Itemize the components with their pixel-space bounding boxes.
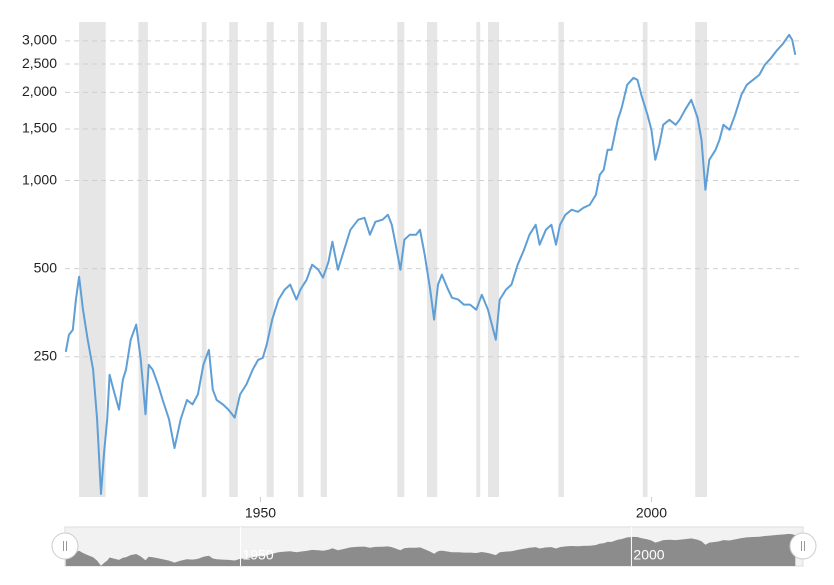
y-tick-label: 250 bbox=[34, 348, 58, 364]
y-tick-label: 1,500 bbox=[22, 120, 57, 136]
recession-band bbox=[427, 22, 438, 497]
navigator: 1950 2000 bbox=[51, 526, 817, 567]
x-tick-label: 1950 bbox=[245, 505, 276, 521]
recession-band bbox=[476, 22, 481, 497]
navigator-label: 2000 bbox=[633, 547, 664, 563]
y-tick-label: 500 bbox=[34, 259, 58, 275]
navigator-area bbox=[65, 533, 796, 566]
x-tick-label: 2000 bbox=[636, 505, 667, 521]
handle-knob[interactable] bbox=[789, 532, 817, 560]
recession-band bbox=[320, 22, 327, 497]
line bbox=[64, 33, 797, 495]
navigator-handle[interactable] bbox=[51, 532, 79, 560]
navigator-handle[interactable] bbox=[789, 532, 817, 560]
recession-band bbox=[298, 22, 304, 497]
grid: 250 500 1,000 1,500 2,000 2,500 3,000 1950 2000 bbox=[22, 32, 800, 521]
y-tick-label: 2,500 bbox=[22, 55, 57, 71]
recession-band bbox=[642, 22, 648, 497]
recession-band bbox=[266, 22, 274, 497]
recession-band bbox=[79, 22, 106, 497]
navigator-label: 1950 bbox=[242, 547, 273, 563]
recession-band bbox=[201, 22, 207, 497]
y-tick-label: 1,000 bbox=[22, 171, 57, 187]
handle-knob[interactable] bbox=[51, 532, 79, 560]
y-tick-label: 3,000 bbox=[22, 32, 57, 48]
recession-band bbox=[138, 22, 148, 497]
recession-band bbox=[488, 22, 499, 497]
recession-band bbox=[229, 22, 238, 497]
recession-band bbox=[695, 22, 707, 497]
recession-bands bbox=[79, 22, 707, 497]
y-tick-label: 2,000 bbox=[22, 83, 57, 99]
plot bbox=[64, 33, 797, 495]
recession-band bbox=[558, 22, 564, 497]
